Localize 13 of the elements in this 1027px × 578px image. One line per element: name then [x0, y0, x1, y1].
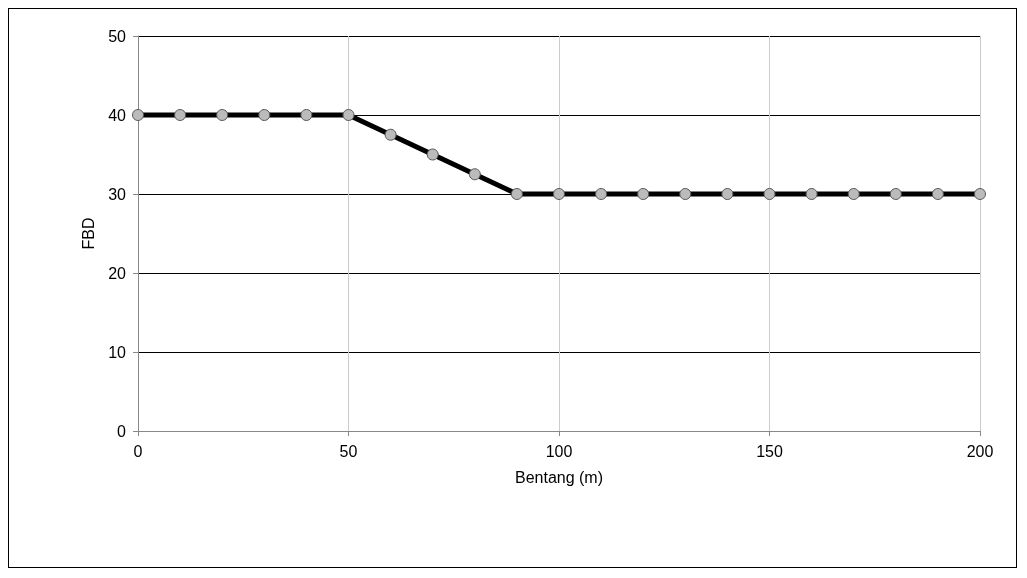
y-tick-label: 40 [108, 106, 127, 124]
y-tick-label: 30 [108, 185, 127, 203]
x-tick-label: 150 [756, 442, 783, 460]
y-axis-title: FBD [79, 217, 97, 250]
y-tick-label: 50 [108, 27, 127, 45]
x-axis-title: Bentang (m) [514, 468, 604, 486]
x-tick-label: 200 [966, 442, 994, 460]
x-tick-label: 50 [339, 442, 358, 460]
y-tick-label: 0 [117, 422, 127, 440]
x-tick-label: 0 [133, 442, 143, 460]
y-tick-label: 20 [108, 264, 127, 282]
x-tick-label: 100 [545, 442, 573, 460]
y-tick-label: 10 [108, 343, 127, 361]
